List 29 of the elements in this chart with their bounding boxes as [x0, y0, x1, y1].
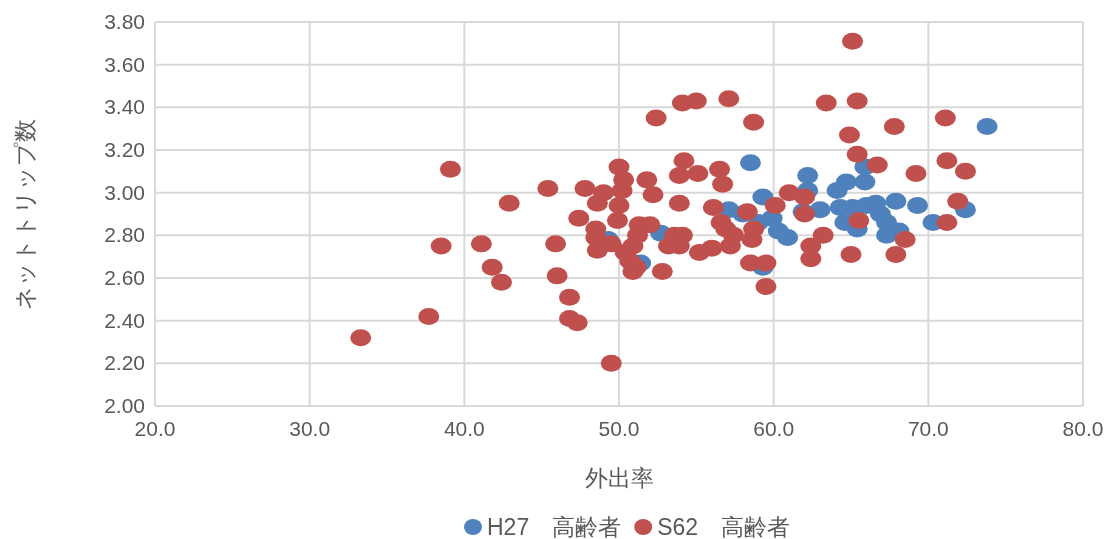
- y-tick-label: 3.40: [104, 95, 145, 119]
- y-axis-title: ネットトリップ数: [12, 118, 38, 310]
- x-tick-label: 30.0: [289, 417, 331, 440]
- x-tick-label: 70.0: [907, 417, 949, 440]
- y-tick-label: 2.80: [104, 223, 145, 247]
- y-tick-label: 2.20: [104, 351, 145, 375]
- y-tick-label: 3.60: [104, 52, 145, 76]
- y-tick-label: 3.20: [104, 138, 145, 161]
- x-axis-title: 外出率: [584, 465, 654, 491]
- legend-label: S62 高齢者: [657, 514, 791, 539]
- x-tick-label: 40.0: [443, 417, 485, 440]
- y-tick-label: 2.40: [104, 308, 145, 332]
- x-tick-label: 80.0: [1062, 417, 1104, 440]
- point: [976, 118, 998, 136]
- point: [854, 173, 876, 191]
- point: [826, 182, 848, 200]
- y-tick-label: 2.60: [104, 266, 145, 289]
- legend-label: H27 高齢者: [487, 514, 622, 539]
- point: [885, 192, 907, 210]
- x-tick-label: 60.0: [753, 417, 795, 440]
- x-tick-label: 20.0: [134, 417, 176, 440]
- point: [739, 154, 761, 172]
- x-tick-label: 50.0: [598, 417, 640, 440]
- point: [907, 196, 929, 214]
- y-tick-label: 3.00: [104, 180, 145, 204]
- point: [797, 167, 819, 185]
- y-tick-label: 2.00: [104, 394, 145, 417]
- y-tick-label: 3.80: [104, 10, 145, 33]
- point: [876, 214, 898, 232]
